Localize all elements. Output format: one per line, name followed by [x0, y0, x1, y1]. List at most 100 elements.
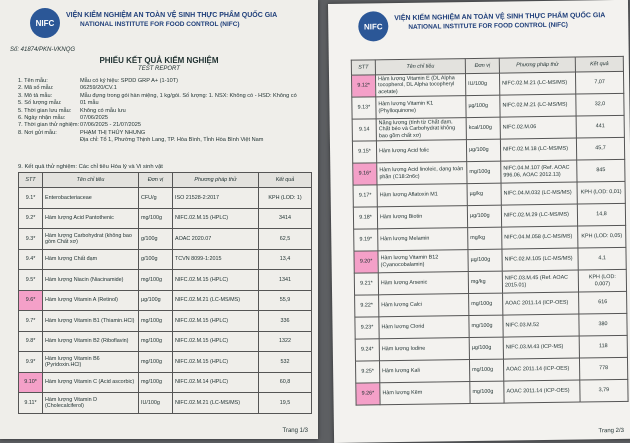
method: AOAC 2011.14 (ICP-OES): [502, 292, 579, 316]
column-header: Kết quả: [258, 172, 312, 188]
result: 336: [258, 310, 312, 332]
item-no: 9.18*: [353, 206, 378, 230]
result: 1322: [258, 330, 312, 352]
result: 3,79: [579, 379, 629, 403]
result: 32,0: [575, 93, 625, 117]
unit: µg/kg: [467, 183, 502, 206]
title: PHIẾU KẾT QUẢ KIỂM NGHIỆM: [99, 56, 219, 65]
method: NIFC.02.M.21 (LC-MS/MS): [172, 392, 259, 414]
item-no: 9.20*: [353, 250, 379, 274]
parameter: Hàm lượng Vitamin B1 (Thiamin.HCl): [42, 310, 139, 332]
unit: CFU/g: [138, 187, 173, 209]
org-name-vn: VIỆN KIỂM NGHIỆM AN TOÀN VỆ SINH THỰC PH…: [66, 12, 278, 19]
unit: µg/100g: [138, 289, 173, 311]
unit: mg/100g: [466, 161, 502, 184]
parameter: Hàm lượng Vitamin A (Retinol): [42, 289, 139, 311]
method: NIFC.04.M.058 (LC-MS/MS): [501, 226, 578, 250]
parameter: Hàm lượng Vitamin B12 (Cyanocobalamin): [377, 249, 469, 273]
result-row: 9.7* Hàm lượng Vitamin B1 (Thiamin.HCl) mg…: [18, 310, 312, 332]
item-no: 9.19*: [353, 228, 378, 252]
info-label: 7. Thời gian thử nghiệm:: [18, 122, 80, 129]
result: 62,5: [258, 228, 312, 250]
item-no: 9.17*: [353, 184, 378, 208]
unit: mg/100g: [468, 315, 504, 338]
parameter: Hàm lượng Vitamin K1 (Phylloquinone): [375, 95, 467, 119]
unit: µg/100g: [465, 95, 501, 118]
parameter: Hàm lượng Vitamin D (Cholecalciferol): [42, 392, 139, 414]
method: NIFC.02.M.15 (HPLC): [172, 207, 259, 229]
result-row: 9.11* Hàm lượng Vitamin D (Cholecalcifero…: [18, 392, 312, 414]
info-row: 1. Tên mẫu: Mẫu có ký hiệu: SPDD GRP A+ (…: [18, 78, 308, 85]
org-name-en: NATIONAL INSTITUTE FOR FOOD CONTROL (NIF…: [80, 21, 240, 28]
unit: µg/100g: [467, 249, 503, 272]
results-table: STT Tên chỉ tiêu Đơn vị Phương pháp thử Kết …: [351, 56, 629, 406]
result: 4,1: [577, 247, 627, 271]
parameter: Hàm lượng Vitamin B2 (Riboflavin): [42, 330, 139, 352]
unit: mg/kg: [468, 271, 503, 294]
result: KPH (LOD: 0,01): [577, 181, 626, 205]
parameter: Hàm lượng Acid folic: [376, 139, 467, 163]
parameter: Hàm lượng Vitamin B6 (Pyridoxin.HCl): [42, 351, 139, 373]
page-number: Trang 2/3: [598, 427, 625, 435]
item-no: 9.2*: [18, 207, 43, 229]
method: NIFC.02.M.14 (HPLC): [172, 371, 259, 393]
item-no: 9.24*: [355, 338, 380, 362]
info-row: 6. Ngày nhận mẫu: 07/06/2025: [18, 115, 308, 122]
result-row: 9.4* Hàm lượng Chất đạm g/100g TCVN 8099-1:…: [18, 248, 312, 270]
result: 3414: [258, 207, 312, 229]
method: NIFC.02.M.21 (LC-MS/MS): [499, 72, 576, 96]
subtitle: TEST REPORT: [138, 66, 180, 72]
unit: mg/100g: [138, 330, 173, 352]
parameter: Hàm lượng Arsenic: [378, 271, 469, 295]
method: NIFC.02.M.105 (LC-MS/MS): [501, 248, 579, 272]
parameter: Hàm lượng Clorid: [378, 315, 470, 339]
method: NIFC.03.M.45 (Ref. AOAC 2015.01): [502, 270, 579, 294]
method: NIFC.02.M.15 (HPLC): [172, 310, 259, 332]
item-no: 9.11*: [18, 392, 43, 414]
sample-info: 1. Tên mẫu: Mẫu có ký hiệu: SPDD GRP A+ (…: [18, 78, 308, 145]
info-value: Địa chỉ: Tổ 1, Phường Thịnh Lang, TP. Hò…: [80, 137, 264, 144]
parameter: Hàm lượng Kali: [379, 359, 470, 383]
info-value: 06259/20/CV.1: [80, 85, 117, 92]
unit: mg/100g: [138, 207, 173, 229]
result: KPH (LOD: 1): [258, 187, 312, 209]
parameter: Hàm lượng Kẽm: [379, 381, 471, 405]
info-row: 2. Mã số mẫu: 06259/20/CV.1: [18, 85, 308, 92]
column-header: STT: [18, 172, 43, 188]
parameter: Hàm lượng Carbohydrat (không bao gồm Chấ…: [42, 228, 139, 250]
result-row: 9.10* Hàm lượng Vitamin C (Acid ascorbic)…: [18, 371, 312, 393]
item-no: 9.21*: [354, 272, 379, 296]
info-row: 5. Số lượng mẫu: 01 mẫu: [18, 100, 308, 107]
result: 13,4: [258, 248, 312, 270]
page-number: Trang 1/3: [282, 428, 308, 434]
header: NIFC VIỆN KIỂM NGHIỆM AN TOÀN VỆ SINH TH…: [8, 6, 312, 40]
info-label: 3. Mô tả mẫu:: [18, 92, 53, 99]
results-table: STT Tên chỉ tiêu Đơn vị Phương pháp thử Kết …: [18, 172, 312, 414]
unit: mg/100g: [138, 269, 173, 291]
unit: mg/kg: [467, 227, 502, 250]
result-row: 9.26* Hàm lượng Kẽm mg/100g AOAC 2011.14 (I…: [355, 379, 629, 406]
info-label: 8. Nơi gửi mẫu:: [18, 129, 57, 136]
item-no: 9.10*: [18, 371, 43, 393]
item-no: 9.16*: [352, 162, 378, 186]
column-header: Tên chỉ tiêu: [42, 172, 139, 188]
parameter: Năng lượng (tính từ Chất đạm, Chất béo v…: [376, 117, 467, 141]
info-label: 2. Mã số mẫu:: [18, 85, 54, 92]
report-page: NIFC VIỆN KIỂM NGHIỆM AN TOÀN VỆ SINH TH…: [0, 0, 318, 439]
column-header: Đơn vị: [465, 58, 500, 74]
parameter: Hàm lượng Acid linoleic, dạng toàn phần …: [376, 161, 468, 185]
result: 60,8: [258, 371, 312, 393]
method: NIFC.02.M.21 (LC-MS/MS): [499, 94, 577, 118]
item-no: 9.12*: [351, 74, 376, 98]
result-row: 9.6* Hàm lượng Vitamin A (Retinol) µg/100g…: [18, 289, 312, 311]
unit: mg/100g: [138, 310, 173, 332]
unit: µg/100g: [466, 139, 501, 162]
header: NIFC VIỆN KIỂM NGHIỆM AN TOÀN VỆ SINH TH…: [336, 6, 622, 44]
method: NIFC.02.M.15 (HPLC): [172, 269, 259, 291]
result: 14,8: [577, 203, 626, 227]
org-name-vn: VIỆN KIỂM NGHIỆM AN TOÀN VỆ SINH THỰC PH…: [394, 12, 606, 23]
info-row: 8. Nơi gửi mẫu: PHẠM THỊ THÚY NHUNG: [18, 130, 308, 137]
unit: mg/100g: [468, 293, 503, 316]
unit: mg/100g: [469, 359, 504, 382]
